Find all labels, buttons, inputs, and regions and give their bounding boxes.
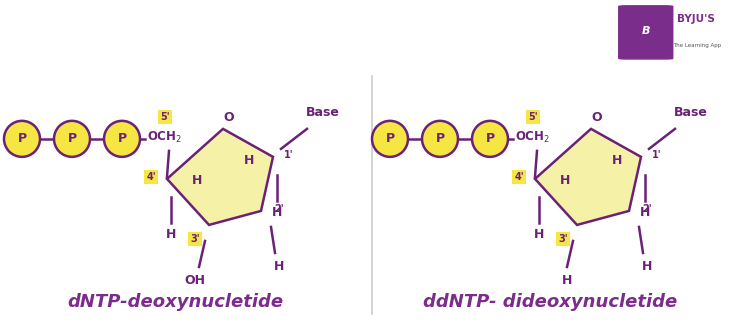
Text: P: P [68,133,76,145]
Text: 3': 3' [558,234,568,244]
Text: OH: OH [184,274,206,287]
Text: Base: Base [674,106,708,119]
Text: STRUCTURAL DIFFERENCE BETWEEN DNTP AND DDNTP: STRUCTURAL DIFFERENCE BETWEEN DNTP AND D… [44,24,542,39]
Text: 3': 3' [190,234,200,244]
FancyBboxPatch shape [619,6,673,59]
Text: H: H [272,206,282,219]
Circle shape [422,121,458,157]
Text: P: P [386,133,394,145]
Text: H: H [560,174,570,187]
Text: H: H [166,228,176,241]
Text: H: H [274,260,284,273]
Wedge shape [604,5,750,60]
Text: O: O [224,111,234,124]
Text: O: O [592,111,602,124]
Text: 4': 4' [514,172,523,182]
Text: 2': 2' [642,204,652,214]
Text: H: H [562,274,572,287]
Circle shape [104,121,140,157]
Polygon shape [535,129,641,225]
Text: ddNTP- dideoxynucletide: ddNTP- dideoxynucletide [423,293,677,311]
Circle shape [54,121,90,157]
Text: H: H [612,154,622,168]
Text: H: H [640,206,650,219]
Text: P: P [118,133,127,145]
Text: 5': 5' [160,112,170,122]
Text: 1': 1' [284,150,294,160]
Text: P: P [436,133,445,145]
Text: 1': 1' [652,150,662,160]
Text: H: H [244,154,254,168]
FancyBboxPatch shape [611,2,750,63]
Text: P: P [485,133,494,145]
Text: 5': 5' [528,112,538,122]
Circle shape [372,121,408,157]
Text: 4': 4' [146,172,156,182]
Text: 2': 2' [274,204,284,214]
Text: H: H [192,174,202,187]
Text: dNTP-deoxynucletide: dNTP-deoxynucletide [67,293,283,311]
Polygon shape [167,129,273,225]
Text: OCH$_2$: OCH$_2$ [515,130,550,145]
Text: Base: Base [306,106,340,119]
Circle shape [472,121,508,157]
Text: The Learning App: The Learning App [674,43,722,48]
Text: P: P [17,133,26,145]
Text: H: H [642,260,652,273]
Text: OCH$_2$: OCH$_2$ [147,130,182,145]
Circle shape [4,121,40,157]
Text: H: H [534,228,544,241]
Text: B: B [641,26,650,36]
Text: BYJU'S: BYJU'S [677,15,715,24]
